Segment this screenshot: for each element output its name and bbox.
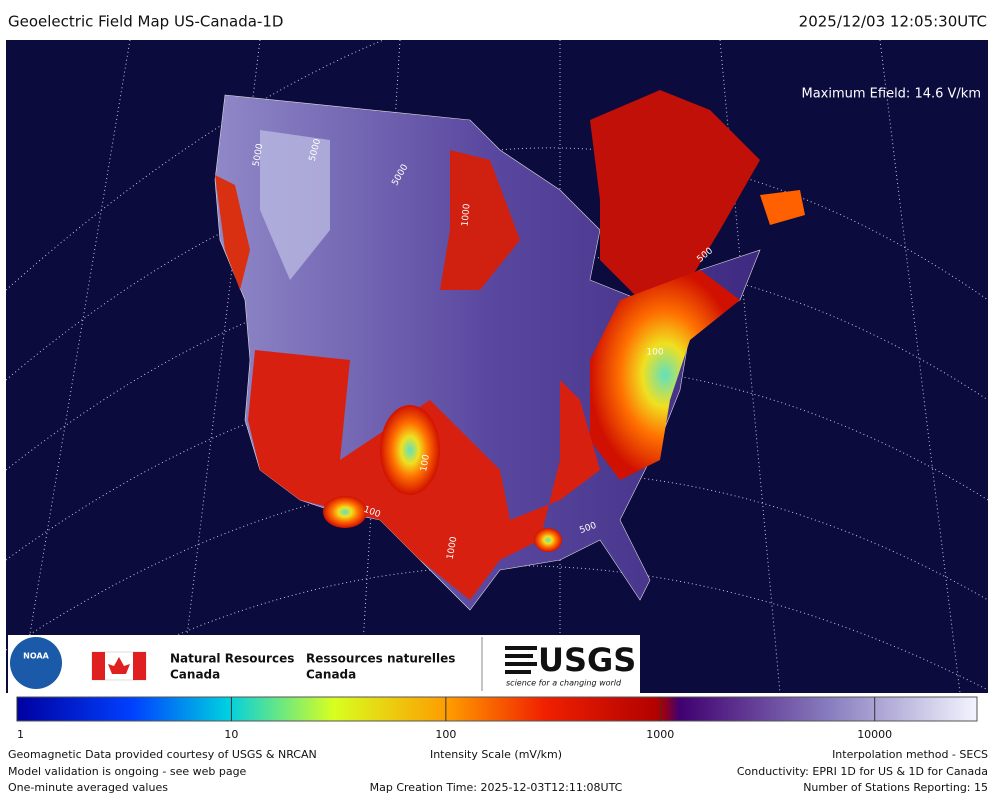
colorbar-tick-label: 10000 bbox=[857, 728, 892, 741]
contour-label: 1000 bbox=[461, 203, 473, 227]
footer-right: Number of Stations Reporting: 15 bbox=[803, 781, 988, 794]
contour-label: 100 bbox=[419, 453, 432, 472]
colorbar bbox=[16, 696, 978, 722]
colorbar-tick-label: 100 bbox=[435, 728, 456, 741]
footer-left: Geomagnetic Data provided courtesy of US… bbox=[8, 748, 317, 761]
usgs-tagline: science for a changing world bbox=[506, 679, 622, 688]
colorbar-tick-label: 10 bbox=[224, 728, 238, 741]
footer-left: One-minute averaged values bbox=[8, 781, 168, 794]
colorbar-tick-label: 1000 bbox=[646, 728, 674, 741]
colorbar-tick-label: 1 bbox=[17, 728, 24, 741]
creation-time: Map Creation Time: 2025-12-03T12:11:08UT… bbox=[370, 781, 623, 794]
flag-band bbox=[92, 652, 105, 680]
nrcan-fr: Canada bbox=[306, 668, 356, 682]
landmass bbox=[214, 90, 805, 611]
footer-right: Conductivity: EPRI 1D for US & 1D for Ca… bbox=[737, 765, 988, 778]
colorbar-title: Intensity Scale (mV/km) bbox=[430, 748, 562, 761]
nrcan-en: Canada bbox=[170, 668, 220, 682]
header-bar bbox=[0, 0, 996, 40]
footer-left: Model validation is ongoing - see web pa… bbox=[8, 765, 247, 778]
nrcan-fr: Ressources naturelles bbox=[306, 652, 455, 666]
nrcan-en: Natural Resources bbox=[170, 652, 294, 666]
footer-right: Interpolation method - SECS bbox=[832, 748, 988, 761]
max-efield: Maximum Efield: 14.6 V/km bbox=[801, 87, 981, 102]
map-title: Geoelectric Field Map US-Canada-1D bbox=[8, 13, 283, 31]
contour-label: 1000 bbox=[446, 536, 460, 561]
noaa-logo bbox=[10, 637, 62, 689]
usgs-text: USGS bbox=[538, 641, 636, 679]
contour-label: 5000 bbox=[252, 143, 266, 168]
maple-leaf bbox=[108, 657, 130, 674]
contour-label: 100 bbox=[646, 348, 663, 358]
colorbar-ticks: 1 10 100 1000 10000 bbox=[16, 697, 892, 741]
noaa-text: NOAA bbox=[23, 652, 49, 661]
timestamp: 2025/12/03 12:05:30UTC bbox=[799, 13, 987, 31]
flag-band bbox=[133, 652, 146, 680]
usgs-waves bbox=[505, 646, 537, 674]
